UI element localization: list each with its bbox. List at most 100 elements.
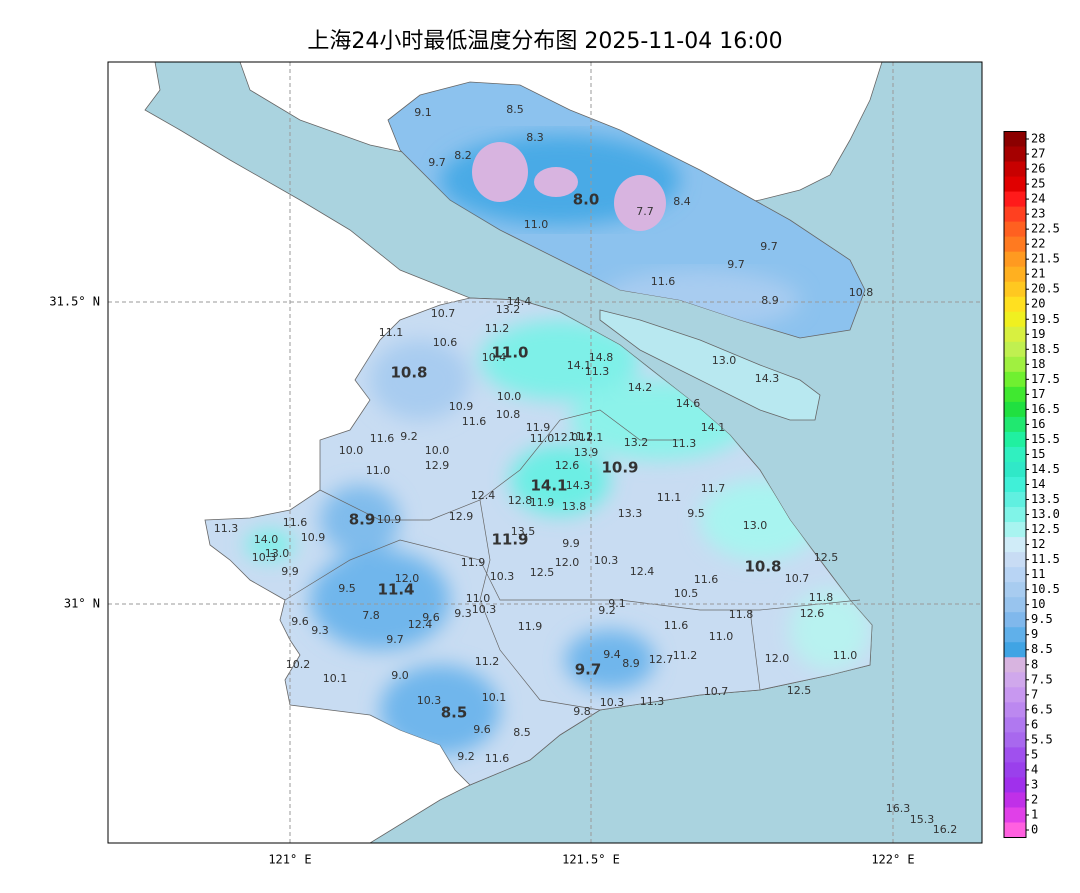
station-label: 10.3 [600,696,625,709]
colorbar-segment [1004,522,1026,538]
station-label: 9.2 [457,750,475,763]
colorbar-segment [1004,161,1026,178]
colorbar-label: 18.5 [1031,342,1060,356]
station-label: 13.0 [265,547,290,560]
station-label: 12.4 [408,618,433,631]
station-label: 9.5 [338,582,356,595]
station-label: 9.3 [454,607,472,620]
station-label: 9.4 [603,648,621,661]
colorbar-label: 8 [1031,657,1038,671]
station-label: 11.9 [461,556,486,569]
station-label: 11.1 [657,491,682,504]
colorbar-segment [1004,822,1026,839]
station-label-major: 8.9 [349,511,376,529]
colorbar-label: 17 [1031,387,1045,401]
colorbar-label: 16.5 [1031,402,1060,416]
station-label: 11.6 [370,432,395,445]
lon-label: 121° E [268,853,311,867]
station-label: 11.0 [524,218,549,231]
colorbar-label: 7 [1031,687,1038,701]
colorbar-segment [1004,416,1026,433]
station-label-major: 11.0 [491,344,528,362]
station-label: 9.1 [608,597,626,610]
colorbar-label: 6.5 [1031,702,1053,716]
colorbar-label: 8.5 [1031,642,1053,656]
station-label: 14.3 [566,479,591,492]
colorbar-label: 1 [1031,807,1038,821]
station-label: 13.8 [562,500,587,513]
station-label: 8.5 [506,103,524,116]
colorbar-segment [1004,807,1026,823]
colorbar-segment [1004,191,1026,208]
district-border [749,609,761,691]
district-border [284,539,861,611]
station-label: 10.8 [496,408,521,421]
colorbar-segment [1004,206,1026,223]
station-label: 11.0 [709,630,734,643]
station-label-major: 11.9 [491,531,528,549]
station-label: 12.6 [555,459,580,472]
colorbar-label: 22 [1031,237,1045,251]
station-label: 11.1 [579,431,604,444]
station-label: 9.6 [291,615,309,628]
station-label: 13.5 [511,525,536,538]
station-label: 13.2 [496,303,521,316]
station-label: 11.0 [466,592,491,605]
colorbar-segment [1004,371,1026,388]
station-label: 12.0 [765,652,790,665]
station-label: 8.2 [454,149,472,162]
station-label: 10.9 [449,400,474,413]
station-label: 12.9 [425,459,450,472]
station-label: 8.4 [673,195,691,208]
temperature-field [245,320,870,755]
station-label: 14.0 [254,533,279,546]
colorbar-label: 20 [1031,297,1045,311]
district-border [319,409,680,521]
station-label-major: 10.9 [601,459,638,477]
map-title: 上海24小时最低温度分布图 2025-11-04 16:00 [307,29,782,54]
colorbar-segment [1004,777,1026,793]
station-label: 9.6 [422,611,440,624]
station-label: 10.7 [785,572,810,585]
station-label: 10.0 [339,444,364,457]
station-label: 9.7 [428,156,446,169]
colorbar-segment [1004,296,1026,313]
station-label: 16.3 [886,802,911,815]
station-label: 16.2 [933,823,958,836]
colorbar-label: 22.5 [1031,222,1060,236]
station-label: 12.5 [787,684,812,697]
colorbar-label: 13.0 [1031,507,1060,521]
colorbar-label: 21.5 [1031,252,1060,266]
station-label: 11.0 [530,432,555,445]
colorbar-segment [1004,446,1026,463]
colorbar-segment [1004,311,1026,328]
colorbar-label: 24 [1031,192,1045,206]
colorbar-segment [1004,687,1026,703]
colorbar-segment [1004,401,1026,418]
district-border [479,499,601,711]
station-label: 11.3 [214,522,239,535]
colorbar-label: 5.5 [1031,732,1053,746]
colorbar-label: 18 [1031,357,1045,371]
station-label: 15.3 [910,813,935,826]
colorbar-segment [1004,702,1026,718]
station-label: 12.0 [554,431,579,444]
colorbar-label: 26 [1031,162,1045,176]
station-label: 10.3 [594,554,619,567]
station-label: 14.4 [507,295,532,308]
colorbar-segment [1004,431,1026,448]
station-label: 11.6 [462,415,487,428]
station-label: 10.3 [490,570,515,583]
graticule [108,62,982,843]
colorbar-segment [1004,266,1026,283]
colorbar-segment [1004,146,1026,163]
station-label: 13.2 [624,436,649,449]
colorbar-label: 7.5 [1031,672,1053,686]
colorbar-label: 14 [1031,477,1045,491]
colorbar-segment [1004,717,1026,733]
station-label: 10.7 [704,685,729,698]
station-label: 8.3 [526,131,544,144]
station-label: 12.0 [395,572,420,585]
colorbar-segment [1004,221,1026,238]
colorbar-segment [1004,386,1026,403]
